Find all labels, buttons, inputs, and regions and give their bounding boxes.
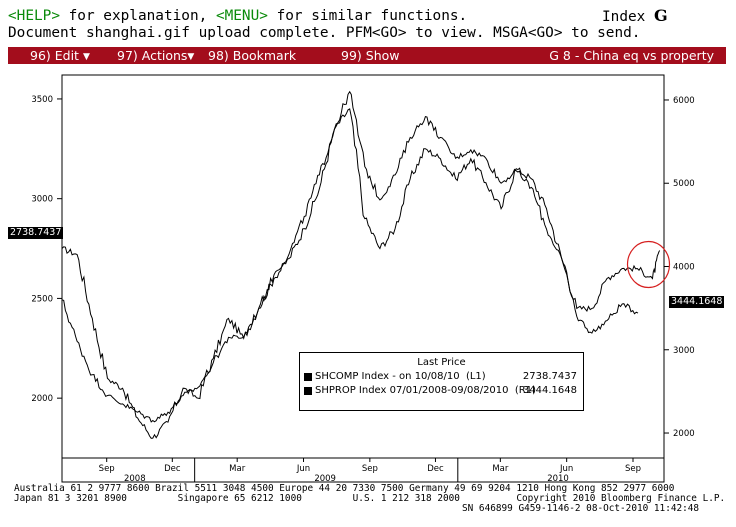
chart-area: Sep Dec Mar Jun Sep Dec Mar Jun Sep 2008 2009 2010 2…	[8, 65, 726, 484]
legend-row-shcomp: SHCOMP Index - on 10/08/10 (L1) 2738.743…	[304, 371, 577, 383]
left-tick-label: 3000	[31, 195, 53, 205]
x-tick-label: Sep	[99, 464, 115, 474]
footer-serial-line: SN 646899 G459-1146-2 08-Oct-2010 11:42:…	[462, 503, 700, 514]
x-tick-label: Jun	[559, 464, 573, 474]
menu-key[interactable]: <MENU>	[215, 8, 268, 24]
help-line: <HELP> for explanation, <MENU> for simil…	[8, 8, 467, 24]
chart-legend: Last Price SHCOMP Index - on 10/08/10 (L…	[299, 352, 584, 411]
x-tick-label: Dec	[427, 464, 444, 474]
year-label: 2008	[124, 474, 146, 484]
left-tick-label: 3500	[31, 95, 53, 105]
x-tick-label: Mar	[229, 464, 246, 474]
left-last-price-tag: 2738.7437	[8, 227, 64, 239]
right-tick-label: 5000	[673, 179, 695, 189]
legend-swatch-shprop	[304, 387, 312, 395]
edit-dropdown-icon: ▼	[82, 52, 90, 62]
right-tick-label: 4000	[673, 263, 695, 273]
actions-menu-label: 97) Actions	[117, 48, 188, 63]
x-axis-box	[61, 457, 665, 483]
menu-bar: 96) Edit ▼ 97) Actions▼ 98) Bookmark 99)…	[8, 47, 726, 64]
highlight-circle	[626, 240, 671, 289]
legend-desc-shcomp: SHCOMP Index - on 10/08/10 (L1)	[315, 371, 486, 382]
edit-menu-label: 96) Edit	[30, 48, 79, 63]
legend-title: Last Price	[417, 357, 466, 368]
actions-dropdown-icon: ▼	[187, 52, 195, 62]
legend-desc-shprop: SHPROP Index 07/01/2008-09/08/2010 (R1)	[315, 385, 536, 396]
left-tick-label: 2000	[31, 394, 53, 404]
right-tick-label: 6000	[673, 96, 695, 106]
x-tick-label: Sep	[625, 464, 641, 474]
index-letter: G	[654, 6, 668, 25]
show-menu[interactable]: 99) Show	[341, 47, 399, 64]
menu-text: for similar functions.	[267, 8, 468, 24]
bookmarks-menu-label: 98) Bookmark	[208, 48, 297, 63]
right-tick-label: 2000	[673, 429, 695, 439]
legend-value-shprop: 3444.1648	[522, 385, 577, 396]
footer-phone-line-1: Australia 61 2 9777 8600 Brazil 5511 304…	[14, 483, 675, 494]
status-message: Document shanghai.gif upload complete. P…	[8, 25, 641, 41]
year-label: 2010	[547, 474, 569, 484]
legend-row-shprop: SHPROP Index 07/01/2008-09/08/2010 (R1) …	[304, 385, 577, 397]
x-tick-label: Jun	[296, 464, 310, 474]
bookmarks-menu[interactable]: 98) Bookmark	[208, 47, 332, 64]
x-tick-label: Mar	[492, 464, 509, 474]
legend-swatch-shcomp	[304, 373, 312, 381]
actions-menu[interactable]: 97) Actions▼	[117, 47, 194, 66]
help-text: for explanation,	[59, 8, 216, 24]
x-tick-label: Sep	[362, 464, 378, 474]
index-label: Index	[602, 9, 646, 25]
right-tick-label: 3000	[673, 346, 695, 356]
year-label: 2009	[314, 474, 336, 484]
show-menu-label: 99) Show	[341, 48, 400, 63]
legend-value-shcomp: 2738.7437	[522, 371, 577, 382]
right-last-price-tag: 3444.1648	[669, 296, 725, 308]
chart-canvas: Sep Dec Mar Jun Sep Dec Mar Jun Sep 2008 2009 2010 2…	[31, 74, 695, 484]
chart-title: G 8 - China eq vs property	[549, 48, 714, 63]
left-tick-label: 2500	[31, 294, 53, 304]
index-label-group: Index G	[602, 6, 668, 26]
edit-menu[interactable]: 96) Edit ▼	[30, 47, 90, 66]
x-tick-label: Dec	[164, 464, 181, 474]
series-line-shprop-index	[61, 90, 639, 423]
footer-phone-line-2: Japan 81 3 3201 8900 Singapore 65 6212 1…	[14, 493, 726, 504]
help-key[interactable]: <HELP>	[8, 8, 60, 24]
